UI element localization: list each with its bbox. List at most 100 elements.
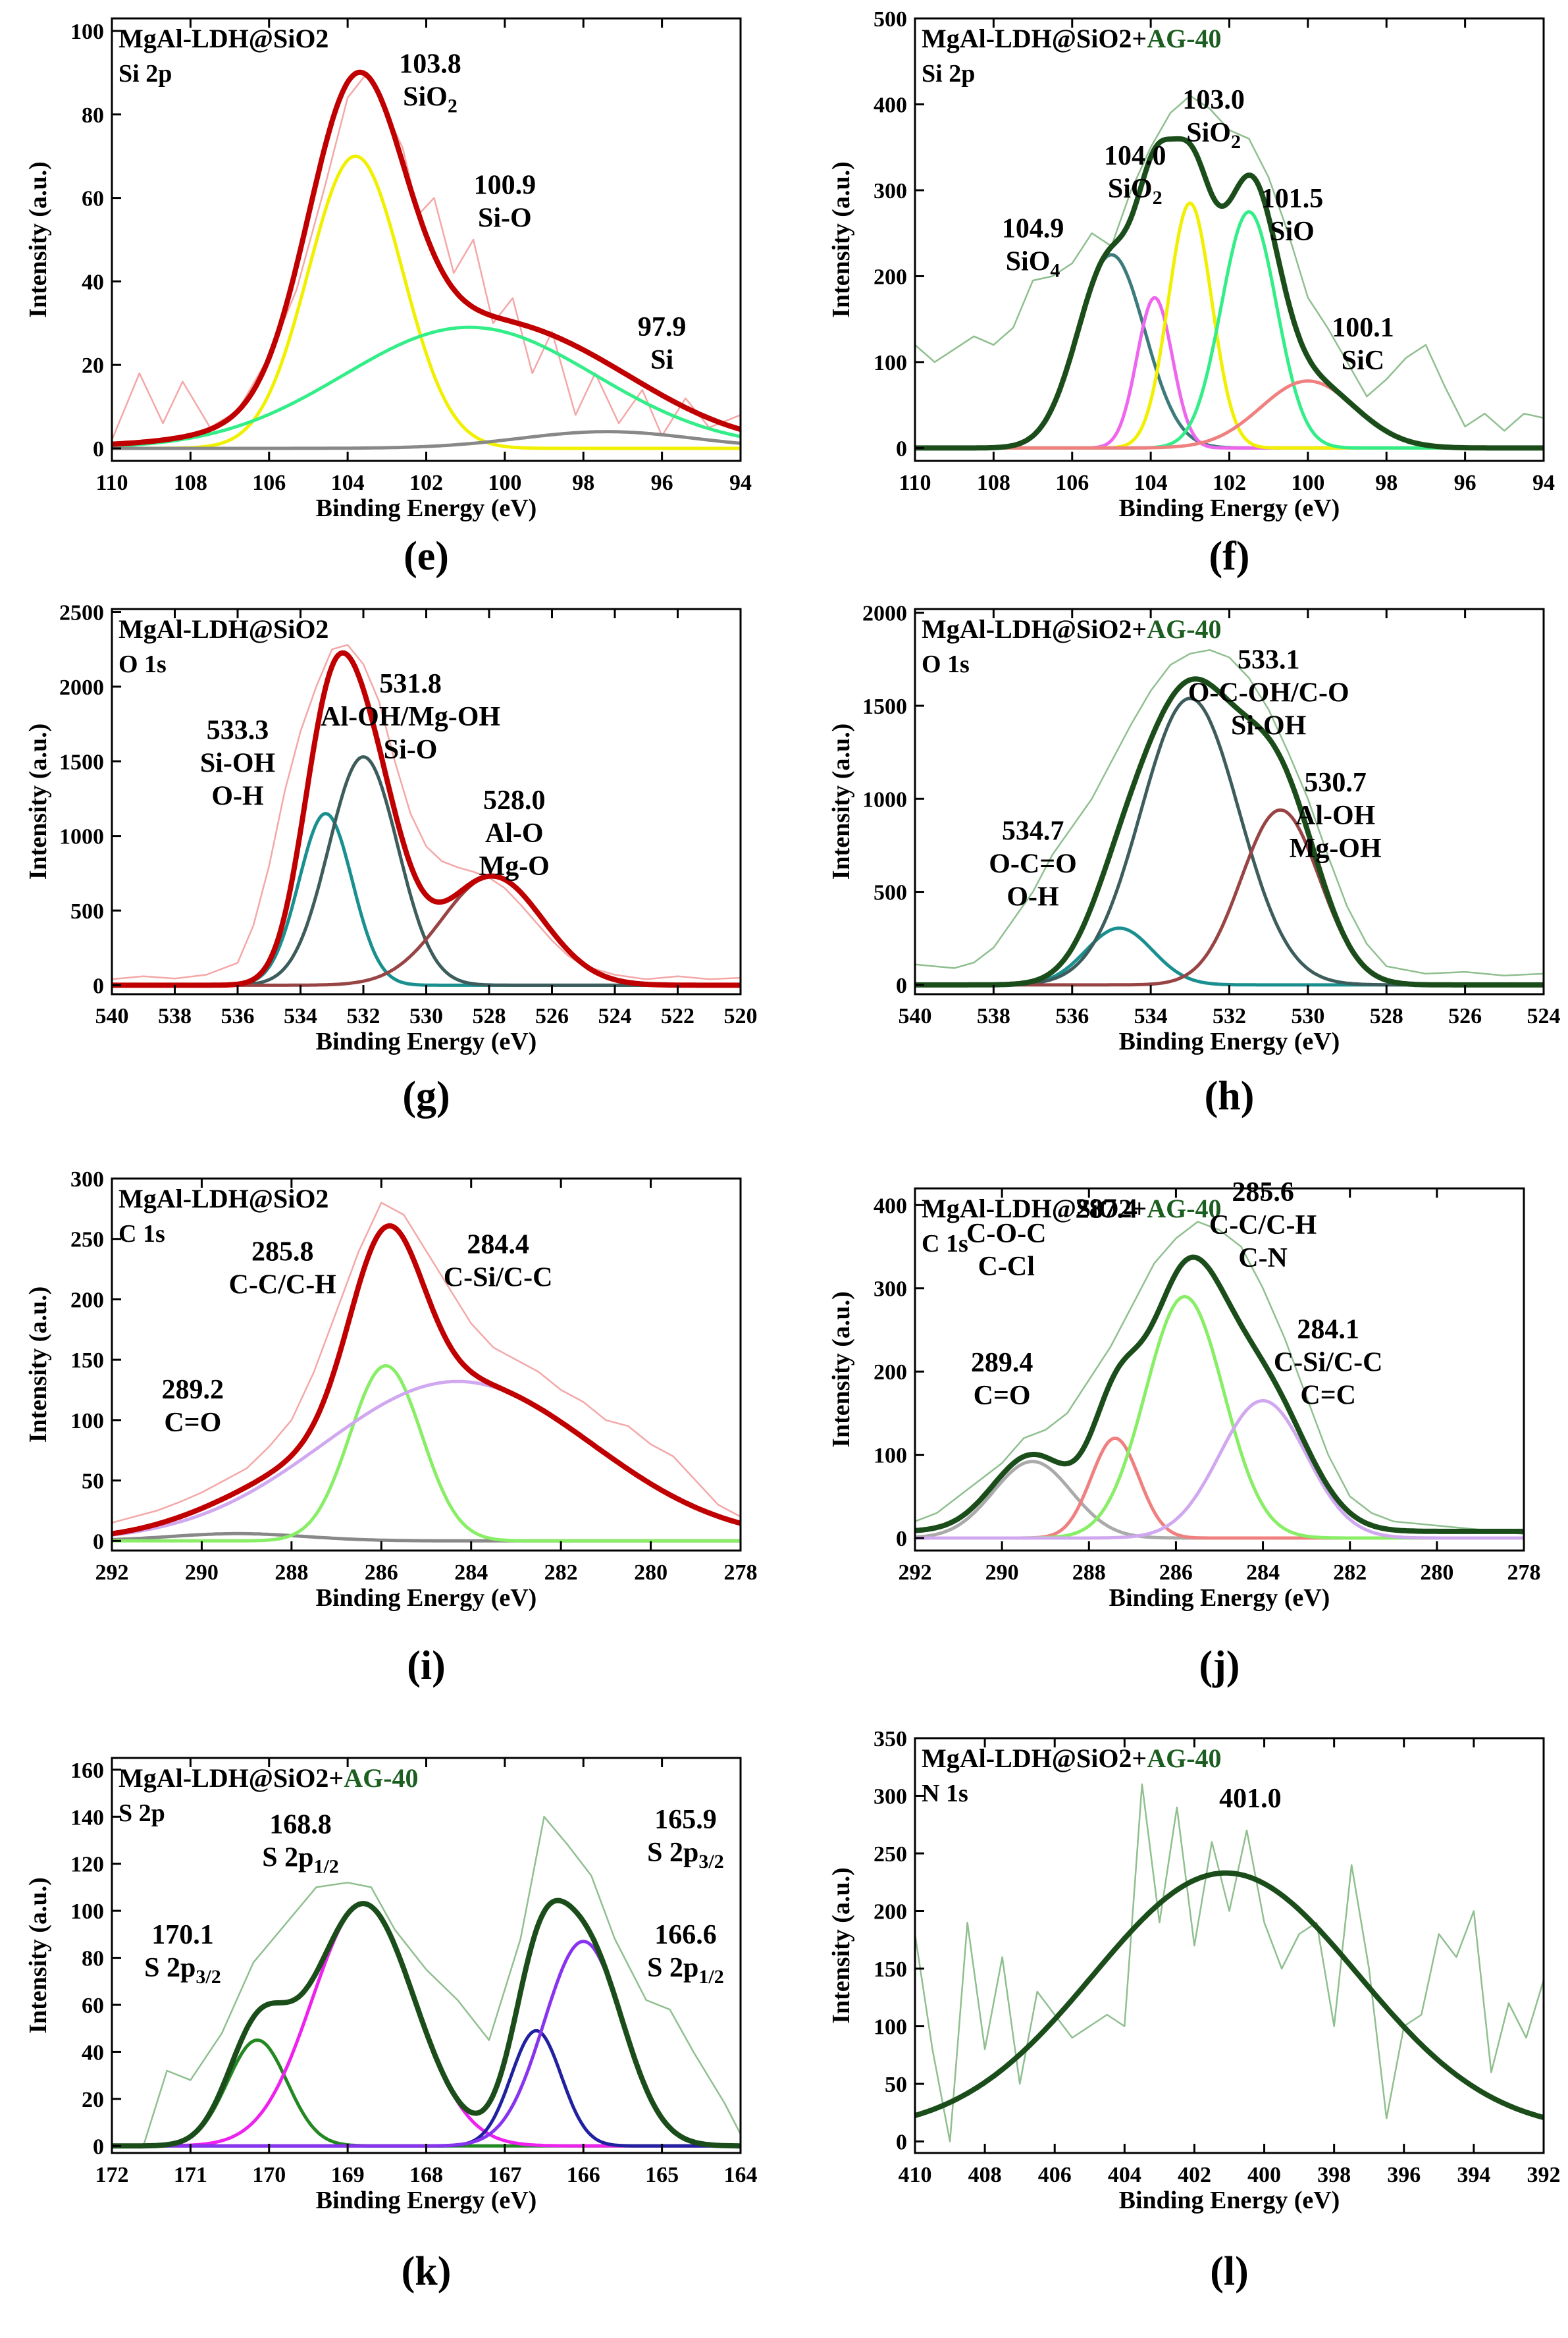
annotation-text: O-H: [1006, 882, 1058, 912]
annotation-text: 103.8: [399, 49, 461, 79]
x-axis-label: Binding Energy (eV): [316, 1584, 537, 1612]
annotation-text: 401.0: [1219, 1784, 1282, 1814]
annotation-text: SiO2: [1108, 174, 1163, 209]
x-tick-label: 396: [1387, 2163, 1421, 2187]
y-tick-label: 80: [82, 103, 104, 128]
annotation-text: 168.8: [269, 1809, 332, 1840]
chart-panel-f: 110 108 106 104 102 100 98 96 94 0 100 200 300 400 500…: [827, 7, 1555, 579]
chart-subtitle: Si 2p: [118, 60, 172, 88]
x-tick-label: 292: [899, 1560, 932, 1585]
x-tick-label: 530: [1291, 1004, 1324, 1028]
plot-frame: [914, 1737, 1545, 2154]
annotation-text: 100.1: [1332, 313, 1394, 343]
component-peak-c-c-285-8: [112, 1364, 741, 1543]
panel-label: (h): [1205, 1074, 1255, 1119]
y-tick-label: 50: [885, 2073, 907, 2097]
raw-data-line: [915, 649, 1544, 976]
y-tick-label: 60: [82, 187, 104, 211]
x-tick-label: 280: [1420, 1560, 1453, 1585]
x-tick-label: 284: [1246, 1560, 1280, 1585]
raw-data-line: [915, 1783, 1544, 2142]
envelope-fit-line: [915, 1870, 1544, 2120]
x-tick-label: 165: [645, 2163, 679, 2187]
chart-title-suffix: AG-40: [1147, 614, 1221, 644]
panel-label: (j): [1199, 1643, 1240, 1688]
y-tick-label: 1500: [59, 750, 104, 774]
annotation-text: 533.3: [207, 715, 269, 745]
x-axis-label: Binding Energy (eV): [316, 494, 537, 522]
y-tick-label: 1000: [59, 825, 104, 849]
annotation-text: Mg-O: [479, 851, 550, 882]
panel-label: (i): [407, 1643, 446, 1688]
annotation-text: SiO2: [403, 82, 457, 117]
x-tick-label: 530: [409, 1004, 443, 1028]
y-tick-label: 150: [70, 1348, 104, 1373]
annotation-text: Mg-OH: [1290, 834, 1382, 864]
x-tick-label: 540: [899, 1004, 932, 1028]
x-axis-label: Binding Energy (eV): [1119, 1028, 1340, 1055]
chart-subtitle: Si 2p: [922, 60, 975, 88]
annotation-text: SiO4: [1006, 247, 1060, 282]
x-tick-label: 536: [1055, 1004, 1089, 1028]
x-tick-label: 108: [174, 471, 207, 495]
y-axis-label: Intensity (a.u.): [24, 1287, 52, 1443]
x-tick-label: 110: [95, 471, 128, 495]
y-axis-label: Intensity (a.u.): [24, 724, 52, 880]
x-axis-label: Binding Energy (eV): [316, 2187, 537, 2214]
peak-annotation: 401.0: [1219, 1784, 1282, 1814]
x-tick-label: 110: [899, 471, 931, 495]
y-tick-label: 200: [874, 265, 907, 289]
chart-panel-e: 110 108 106 104 102 100 98 96 94020406080100Bind…: [24, 17, 752, 579]
y-tick-label: 0: [896, 2131, 907, 2155]
annotation-text: 100.9: [474, 170, 536, 200]
x-axis-label: Binding Energy (eV): [1109, 1584, 1330, 1612]
chart-subtitle: C 1s: [922, 1230, 968, 1258]
x-tick-label: 400: [1247, 2163, 1281, 2187]
x-tick-label: 286: [1159, 1560, 1193, 1585]
x-tick-label: 96: [651, 471, 673, 495]
chart-title-suffix: AG-40: [1147, 1743, 1221, 1773]
annotation-base: SiO: [1186, 118, 1231, 148]
component-peak-c-c-285-6: [915, 1294, 1524, 1540]
panel-label: (g): [402, 1074, 450, 1119]
peak-annotation: 533.1O-C-OH/C-OSi-OH: [1188, 645, 1349, 741]
component-peak-al-oh-531-8: [112, 755, 741, 987]
x-tick-label: 166: [567, 2163, 600, 2187]
x-tick-label: 524: [598, 1004, 632, 1028]
annotation-text: S 2p3/2: [647, 1838, 724, 1873]
component-peak-sio4-104-9: [915, 253, 1544, 450]
annotation-text: 530.7: [1304, 768, 1367, 798]
raw-data-line: [112, 1202, 741, 1524]
raw-data-line: [142, 1816, 741, 2146]
chart-panel-k: 172 171 170 169 168 167 166 165 164 0 20 40 60 80 100 1…: [24, 1757, 758, 2294]
peak-annotation: 168.8S 2p1/2: [262, 1809, 339, 1877]
annotation-subscript: 3/2: [698, 1851, 723, 1873]
annotation-text: 284.4: [467, 1230, 529, 1260]
annotation-base: SiO: [403, 82, 448, 112]
plot-area: [112, 69, 741, 450]
chart-title: MgAl-LDH@SiO2: [118, 24, 328, 53]
x-tick-label: 280: [634, 1560, 667, 1585]
peak-annotation: 166.6S 2p1/2: [647, 1920, 724, 1988]
annotation-text: 289.4: [971, 1348, 1033, 1378]
x-tick-label: 104: [1134, 471, 1168, 495]
annotation-subscript: 4: [1050, 260, 1060, 282]
x-tick-label: 410: [899, 2163, 932, 2187]
component-peak-c-si-284-1: [915, 1399, 1524, 1540]
y-tick-label: 400: [874, 1194, 907, 1218]
chart-subtitle: C 1s: [118, 1220, 165, 1248]
annotation-subscript: 1/2: [698, 1966, 723, 1988]
envelope-fit-line: [915, 1254, 1524, 1534]
y-tick-label: 0: [93, 1529, 104, 1554]
y-tick-label: 300: [70, 1167, 104, 1192]
chart-subtitle: N 1s: [922, 1780, 968, 1807]
peak-annotation: 285.8C-C/C-H: [229, 1237, 336, 1300]
x-tick-label: 171: [174, 2163, 207, 2187]
chart-panel-l: 410 408 406 404 402 400 398 396 394 392 0 50 100 150 2…: [827, 1727, 1561, 2294]
y-tick-label: 100: [874, 2015, 907, 2040]
plot-frame: [914, 608, 1545, 996]
